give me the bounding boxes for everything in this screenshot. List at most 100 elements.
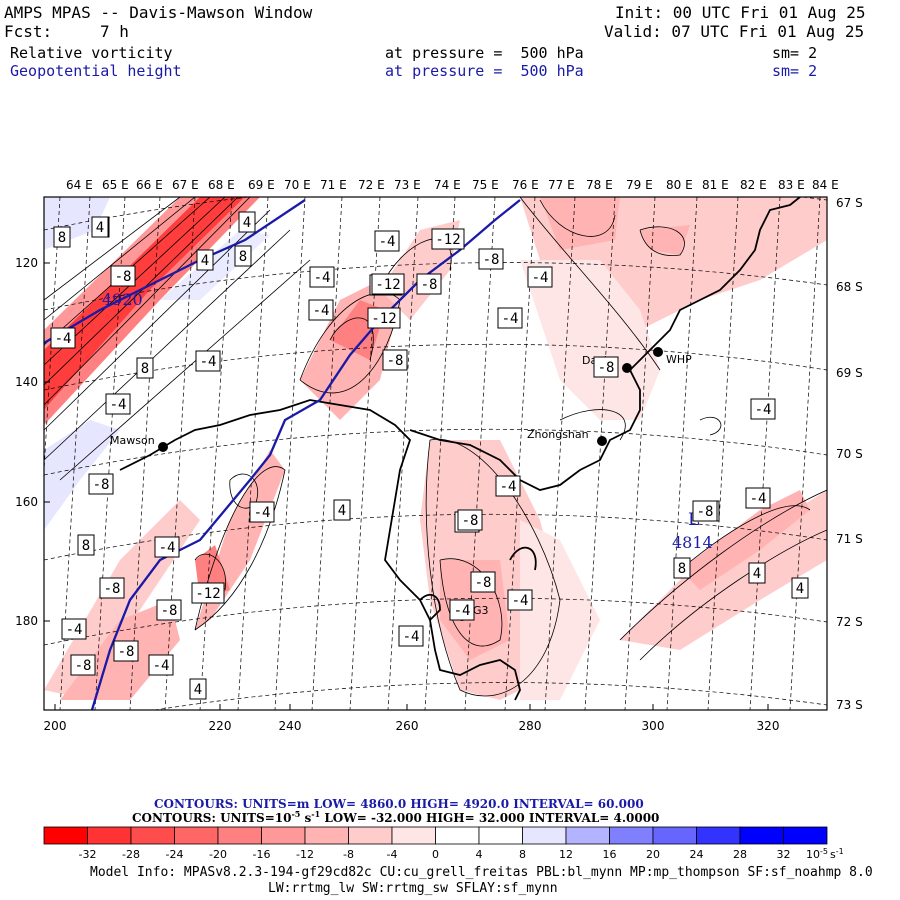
station-g3-label: G3 [473, 604, 489, 617]
colorbar-swatch [739, 826, 784, 845]
vorticity-label: 4 [96, 220, 104, 236]
vorticity-label-box [91, 216, 109, 238]
colorbar-swatch [522, 826, 567, 845]
vorticity-label-box [457, 509, 483, 531]
vorticity-label-box [791, 577, 809, 599]
forecast-label: Fcst: [4, 22, 53, 41]
legend-vorticity-contours: CONTOURS: UNITS=10-5 s-1 LOW= -32.000 HI… [132, 809, 659, 825]
vorticity-label-box [333, 499, 351, 521]
longitude-label: 65 E [102, 178, 129, 192]
longitude-label: 82 E [740, 178, 767, 192]
longitude-label: 76 E [512, 178, 539, 192]
vorticity-label: -4 [200, 354, 217, 370]
vorticity-label-box [136, 357, 154, 379]
latitude-label: 72 S [836, 615, 863, 629]
longitude-label: 69 E [248, 178, 275, 192]
colorbar-swatch [217, 826, 262, 845]
colorbar-swatch [130, 826, 175, 845]
colorbar-swatch [696, 826, 741, 845]
height-high-label: 4920 [102, 290, 143, 309]
colorbar-tick-label: -20 [209, 848, 227, 861]
longitude-label: 83 E [778, 178, 805, 192]
valid-time: Valid: 07 UTC Fri 01 Aug 25 [604, 22, 865, 41]
vorticity-label: -4 [403, 629, 420, 645]
station-davis-marker[interactable] [622, 363, 632, 373]
vorticity-label-box [189, 678, 207, 700]
vorticity-label: 8 [58, 230, 66, 246]
latitude-label: 67 S [836, 196, 863, 210]
x-tick-label: 260 [396, 719, 419, 733]
colorbar-swatch [304, 826, 349, 845]
vorticity-label: 4 [796, 581, 804, 597]
latitude-label: 69 S [836, 366, 863, 380]
vorticity-label-box [50, 327, 76, 349]
vorticity-label-box [745, 487, 771, 509]
vorticity-label: -12 [195, 586, 220, 602]
station-whp-marker[interactable] [653, 347, 663, 357]
colorbar-tick-label: 28 [733, 848, 747, 861]
vorticity-label-box [495, 475, 521, 497]
vorticity-label: -12 [375, 277, 400, 293]
colorbar-tick-label: 16 [603, 848, 617, 861]
colorbar-tick-label: -8 [343, 848, 354, 861]
vorticity-label: -8 [598, 360, 615, 376]
x-tick-label: 220 [209, 719, 232, 733]
vorticity-label-box [110, 265, 136, 287]
vorticity-label-box [382, 349, 408, 371]
colorbar-tick-label: -4 [387, 848, 398, 861]
vorticity-label: -12 [371, 311, 396, 327]
longitude-label: 74 E [434, 178, 461, 192]
field1-name: Relative vorticity [10, 44, 173, 62]
vorticity-label: -4 [314, 270, 331, 286]
colorbar-tick-label: -28 [122, 848, 140, 861]
height-contours [44, 199, 521, 710]
vorticity-label-box [99, 577, 125, 599]
vorticity-label-box [593, 356, 619, 378]
vorticity-label: 4 [201, 253, 209, 269]
vorticity-label: -4 [159, 540, 176, 556]
station-mawson-marker[interactable] [158, 442, 168, 452]
plot-border [43, 196, 828, 711]
latitude-label: 73 S [836, 698, 863, 712]
field2-level: at pressure = 500 hPa [385, 62, 584, 80]
colorbar-tick-label: -12 [296, 848, 314, 861]
latitude-label: 70 S [836, 447, 863, 461]
vorticity-label: -4 [532, 270, 549, 286]
colorbar-swatch [783, 826, 828, 845]
colorbar-swatch [565, 826, 610, 845]
colorbar-swatch [87, 826, 132, 845]
longitude-labels: 64 E 65 E 66 E 67 E 68 E 69 E 70 E 71 E 72 E 73 E… [66, 178, 839, 192]
colorbar-tick-label: -16 [253, 848, 271, 861]
vorticity-label-box [191, 582, 225, 604]
vorticity-label: -8 [118, 644, 135, 660]
vorticity-label-box [470, 571, 496, 593]
y-tick-label: 140 [15, 375, 38, 389]
colorbar-tick-label: 32 [777, 848, 791, 861]
vorticity-label: -4 [313, 303, 330, 319]
colorbar-unit: 10-5 s-1 [806, 847, 844, 861]
forecast-hours: 7 h [100, 22, 129, 41]
colorbar-swatch [609, 826, 654, 845]
model-physics: LW:rrtmg_lw SW:rrtmg_sw SFLAY:sf_mynn [268, 881, 558, 896]
longitude-label: 75 E [472, 178, 499, 192]
colorbar-swatch [261, 826, 306, 845]
station-zhongshan-marker[interactable] [597, 436, 607, 446]
vorticity-label: 4 [338, 503, 346, 519]
legend-height-contours: CONTOURS: UNITS=m LOW= 4860.0 HIGH= 4920… [154, 797, 644, 811]
vorticity-label: 8 [82, 538, 90, 554]
vorticity-label: -4 [502, 311, 519, 327]
vorticity-label-box [148, 654, 174, 676]
longitude-label: 79 E [626, 178, 653, 192]
vorticity-label: -12 [435, 232, 460, 248]
init-time: Init: 00 UTC Fri 01 Aug 25 [615, 3, 866, 22]
colorbar-tick-label: 4 [476, 848, 483, 861]
vorticity-label-box [234, 245, 252, 267]
field2-name: Geopotential height [10, 62, 182, 80]
vorticity-label: -8 [697, 504, 714, 520]
longitude-label: 66 E [136, 178, 163, 192]
colorbar-tick-label: -32 [79, 848, 97, 861]
longitude-label: 80 E [666, 178, 693, 192]
vorticity-label-box [416, 273, 442, 295]
y-tick-label: 160 [15, 495, 38, 509]
